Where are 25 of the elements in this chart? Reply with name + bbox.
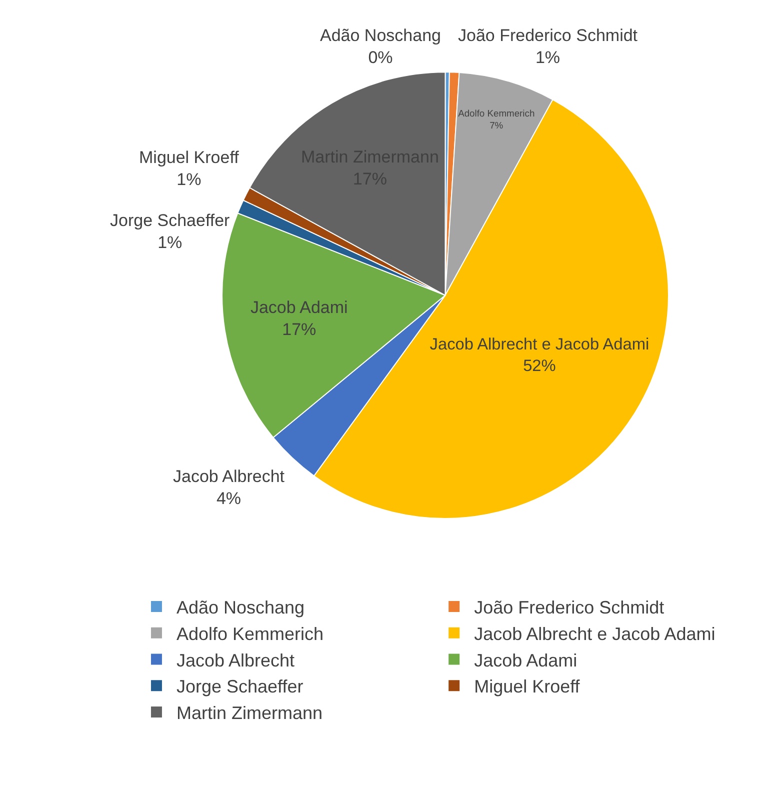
- data-label: 7%: [490, 120, 504, 130]
- data-label: 4%: [216, 489, 242, 508]
- data-label: 1%: [158, 233, 182, 252]
- data-label: 1%: [176, 170, 202, 190]
- data-label: 1%: [535, 48, 560, 68]
- legend-label: Jorge Schaeffer: [176, 676, 304, 697]
- slice-label: Jacob Adami: [250, 298, 348, 317]
- slice-label: Jacob Albrecht e Jacob Adami: [430, 336, 650, 354]
- legend-label: Jacob Albrecht: [176, 650, 295, 670]
- slice-label: Jacob Albrecht: [173, 467, 285, 486]
- legend-label: Jacob Adami: [474, 650, 578, 670]
- slice-label: Miguel Kroeff: [139, 148, 240, 167]
- slice-label: Adolfo Kemmerich: [458, 108, 535, 118]
- slice-label: Adão Noschang: [320, 26, 441, 45]
- legend-label: Adão Noschang: [176, 597, 305, 618]
- slice-label: João Frederico Schmidt: [458, 26, 638, 45]
- legend-label: Martin Zimermann: [176, 703, 323, 724]
- legend-label: João Frederico Schmidt: [474, 597, 664, 618]
- slice-label: Jorge Schaeffer: [110, 211, 230, 230]
- legend-label: Jacob Albrecht e Jacob Adami: [474, 624, 716, 644]
- data-label: 52%: [523, 357, 556, 376]
- legend-label: Adolfo Kemmerich: [176, 624, 324, 644]
- legend-label: Miguel Kroeff: [474, 676, 581, 697]
- data-label: 0%: [368, 48, 393, 68]
- data-label: 17%: [282, 320, 316, 339]
